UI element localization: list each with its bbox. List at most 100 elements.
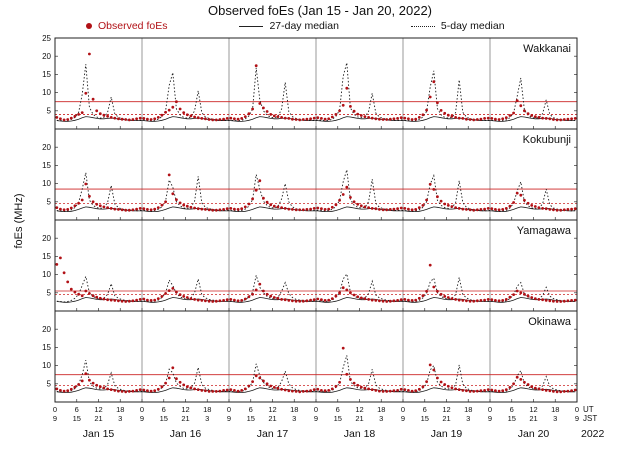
jst-axis-label: JST xyxy=(583,414,597,423)
x-tick-label-ut: 6 xyxy=(75,405,79,414)
x-tick-label-jst: 21 xyxy=(94,414,102,423)
x-tick-label-ut: 18 xyxy=(551,405,559,414)
x-tick-label-ut: 0 xyxy=(488,405,492,414)
x-tick-label-ut: 18 xyxy=(203,405,211,414)
x-tick-label-jst: 9 xyxy=(488,414,492,423)
median5-line xyxy=(56,355,576,393)
x-tick-label-jst: 21 xyxy=(442,414,450,423)
station-label: Yamagawa xyxy=(517,225,572,237)
x-tick-label-ut: 0 xyxy=(227,405,231,414)
x-tick-label-jst: 9 xyxy=(53,414,57,423)
ut-axis-label: UT xyxy=(583,405,594,414)
legend-item-median5: 5-day median xyxy=(410,20,505,32)
median5-line xyxy=(56,62,576,122)
legend-item-median27: 27-day median xyxy=(239,20,339,32)
legend-observed-label: Observed foEs xyxy=(98,20,168,32)
x-tick-label-ut: 6 xyxy=(336,405,340,414)
x-tick-label-ut: 0 xyxy=(575,405,579,414)
x-axis-labels: 0961512211830961512211830961512211830961… xyxy=(53,405,605,440)
y-tick-label: 20 xyxy=(42,143,51,152)
x-tick-label-jst: 9 xyxy=(401,414,405,423)
x-tick-label-ut: 0 xyxy=(314,405,318,414)
x-tick-label-jst: 15 xyxy=(334,414,342,423)
y-tick-label: 15 xyxy=(42,343,51,352)
x-tick-label-ut: 0 xyxy=(140,405,144,414)
date-label: Jan 20 xyxy=(518,428,550,440)
x-tick-label-ut: 0 xyxy=(53,405,57,414)
x-tick-label-ut: 6 xyxy=(162,405,166,414)
y-tick-label: 20 xyxy=(42,52,51,61)
y-tick-label: 10 xyxy=(42,361,51,370)
x-tick-label-jst: 3 xyxy=(205,414,209,423)
x-tick-label-ut: 6 xyxy=(423,405,427,414)
year-label: 2022 xyxy=(581,428,605,440)
date-label: Jan 16 xyxy=(170,428,202,440)
y-tick-label: 5 xyxy=(47,288,52,297)
observed-series xyxy=(55,346,577,394)
observed-series xyxy=(55,256,577,303)
x-tick-label-jst: 3 xyxy=(379,414,383,423)
solid-line-icon xyxy=(239,25,264,27)
median5-line xyxy=(56,272,576,303)
y-tick-label: 5 xyxy=(47,197,52,206)
legend-median5-label: 5-day median xyxy=(440,20,505,32)
x-tick-label-ut: 0 xyxy=(401,405,405,414)
y-tick-label: 10 xyxy=(42,88,51,97)
x-tick-label-ut: 12 xyxy=(94,405,102,414)
y-tick-label: 15 xyxy=(42,70,51,79)
y-tick-label: 15 xyxy=(42,252,51,261)
x-tick-label-ut: 12 xyxy=(355,405,363,414)
x-tick-label-jst: 15 xyxy=(421,414,429,423)
station-label: Okinawa xyxy=(528,316,572,328)
x-tick-label-jst: 15 xyxy=(73,414,81,423)
x-tick-label-ut: 12 xyxy=(529,405,537,414)
x-tick-label-jst: 15 xyxy=(160,414,168,423)
x-tick-label-ut: 12 xyxy=(268,405,276,414)
date-label: Jan 18 xyxy=(344,428,376,440)
panel-kokubunji: 5 10 15 20 Kokubunji xyxy=(42,128,578,221)
date-label: Jan 17 xyxy=(257,428,289,440)
observed-series xyxy=(55,52,577,122)
x-tick-label-jst: 9 xyxy=(314,414,318,423)
y-tick-label: 5 xyxy=(47,379,52,388)
y-tick-label: 15 xyxy=(42,161,51,170)
y-tick-label: 20 xyxy=(42,325,51,334)
date-label: Jan 15 xyxy=(83,428,115,440)
y-tick-label: 10 xyxy=(42,179,51,188)
x-tick-label-ut: 6 xyxy=(249,405,253,414)
x-tick-label-jst: 21 xyxy=(529,414,537,423)
chart-title: Observed foEs (Jan 15 - Jan 20, 2022) xyxy=(207,3,432,18)
chart-legend: Observed foEs 27-day median 5-day median xyxy=(86,20,577,32)
y-tick-label: 25 xyxy=(42,34,51,43)
legend-item-observed: Observed foEs xyxy=(86,20,167,32)
station-label: Kokubunji xyxy=(523,134,571,146)
median5-line xyxy=(56,169,576,212)
x-tick-label-jst: 21 xyxy=(181,414,189,423)
observed-dot-icon xyxy=(86,23,92,29)
x-tick-label-ut: 18 xyxy=(116,405,124,414)
x-tick-label-ut: 12 xyxy=(181,405,189,414)
panel-yamagawa: 5 10 15 20 Yamagawa xyxy=(42,219,578,312)
x-tick-label-jst: 9 xyxy=(227,414,231,423)
y-tick-label: 5 xyxy=(47,106,52,115)
y-axis-label: foEs (MHz) xyxy=(13,193,25,249)
x-tick-label-ut: 18 xyxy=(377,405,385,414)
panel-frame xyxy=(54,310,578,403)
x-tick-label-ut: 6 xyxy=(510,405,514,414)
x-tick-label-jst: 15 xyxy=(508,414,516,423)
station-label: Wakkanai xyxy=(523,43,571,55)
x-tick-label-jst: 15 xyxy=(247,414,255,423)
x-tick-label-jst: 21 xyxy=(268,414,276,423)
x-tick-label-jst: 3 xyxy=(553,414,557,423)
x-tick-label-jst: 3 xyxy=(118,414,122,423)
panel-okinawa: 5 10 15 20 Okinawa xyxy=(42,310,578,403)
x-tick-label-ut: 18 xyxy=(290,405,298,414)
y-tick-label: 10 xyxy=(42,270,51,279)
x-tick-label-jst: 21 xyxy=(355,414,363,423)
x-tick-label-ut: 12 xyxy=(442,405,450,414)
y-tick-label: 20 xyxy=(42,234,51,243)
x-tick-label-jst: 9 xyxy=(575,414,579,423)
x-tick-label-jst: 3 xyxy=(292,414,296,423)
